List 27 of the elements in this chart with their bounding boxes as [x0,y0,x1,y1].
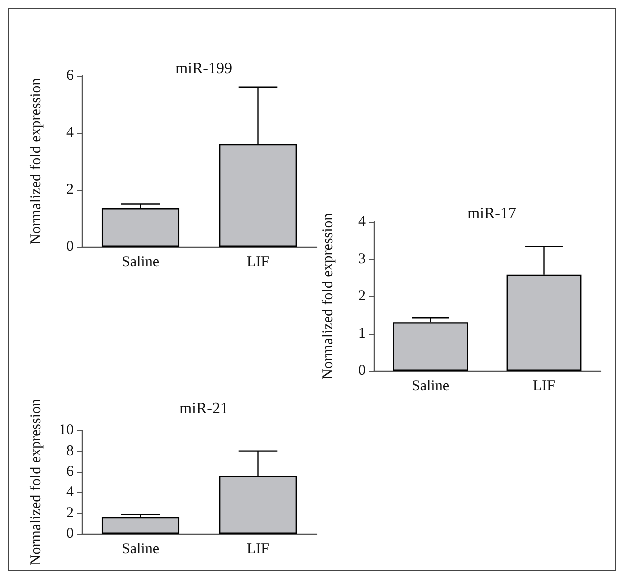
y-axis-title: Normalized fold expression [28,398,44,566]
y-axis-title: Normalized fold expression [320,212,336,380]
chart-title: miR-17 [468,206,516,222]
x-tick-label: LIF [533,378,556,394]
y-tick-label: 3 [358,251,366,268]
y-tick-label: 2 [358,288,366,304]
y-tick-label: 4 [66,484,74,501]
y-tick-label: 0 [66,239,74,255]
y-tick-label: 2 [66,505,74,522]
y-axis-title: Normalized fold expression [28,78,44,245]
y-tick-label: 0 [358,363,366,379]
y-tick-label: 8 [66,443,74,460]
y-tick-label: 0 [66,526,74,542]
y-tick-label: 2 [66,182,74,198]
y-tick-label: 6 [66,464,74,480]
y-tick-label: 4 [358,214,366,230]
y-tick-label: 4 [66,125,74,141]
x-tick-label: LIF [247,542,270,558]
y-tick-label: 6 [66,68,74,84]
x-tick-label: Saline [412,378,450,394]
x-tick-label: Saline [122,542,160,558]
x-tick-label: Saline [122,254,160,270]
chart-title: miR-199 [176,60,232,78]
y-tick-label: 1 [358,326,366,342]
chart-title: miR-21 [180,400,228,418]
y-tick-label: 10 [59,422,74,439]
x-tick-label: LIF [247,254,270,270]
